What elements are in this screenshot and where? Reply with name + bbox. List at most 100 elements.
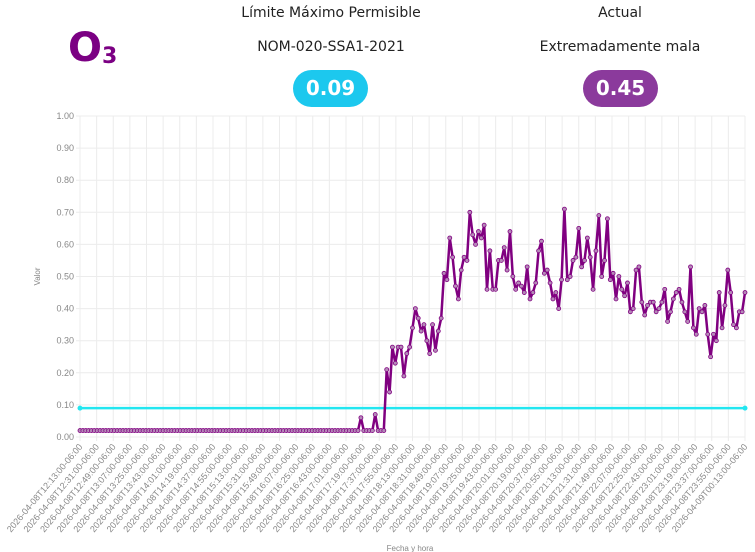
o3-data-point	[670, 296, 676, 302]
o3-data-point	[358, 415, 364, 421]
o3-data-point	[447, 235, 453, 241]
o3-data-point	[605, 216, 610, 222]
pollutant-subscript: 3	[102, 44, 118, 69]
o3-data-point	[602, 258, 607, 263]
y-tick-label: 0.20	[56, 368, 74, 378]
o3-data-point	[412, 306, 418, 312]
pollutant-letter: O	[68, 25, 103, 71]
limit-point	[77, 405, 83, 411]
o3-data-point	[645, 302, 650, 308]
o3-data-point	[587, 254, 593, 260]
o3-data-point	[415, 315, 421, 321]
o3-data-point	[699, 309, 705, 315]
o3-data-point	[742, 290, 748, 295]
o3-data-point	[734, 325, 739, 331]
y-tick-label: 0.00	[56, 432, 74, 442]
y-tick-label: 0.40	[56, 304, 74, 314]
o3-data-point	[662, 286, 668, 292]
o3-data-point	[556, 306, 562, 312]
o3-data-point	[576, 225, 582, 231]
y-tick-label: 0.80	[56, 175, 74, 185]
o3-data-point	[507, 229, 513, 234]
o3-data-point	[725, 267, 731, 273]
y-tick-label: 0.30	[56, 336, 74, 346]
o3-data-point	[665, 319, 671, 324]
o3-data-point	[501, 245, 507, 251]
o3-data-point	[550, 296, 556, 302]
actual-status: Extremadamente mala	[539, 39, 701, 55]
o3-data-point	[559, 277, 564, 283]
o3-data-point	[504, 267, 510, 273]
o3-data-point	[547, 280, 553, 286]
o3-data-point	[493, 286, 499, 292]
o3-data-point	[441, 270, 447, 276]
o3-data-point	[642, 312, 648, 318]
o3-data-point	[731, 322, 736, 328]
o3-data-point	[398, 344, 404, 350]
limit-point	[742, 405, 748, 411]
o3-data-point	[722, 302, 728, 308]
o3-data-point	[487, 248, 493, 254]
limit-title: Límite Máximo Permisible	[241, 5, 421, 21]
o3-data-point	[653, 309, 659, 315]
o3-data-point	[430, 322, 435, 328]
o3-data-point	[564, 277, 570, 283]
o3-data-point	[369, 428, 375, 433]
o3-data-point	[685, 319, 691, 324]
o3-data-point	[650, 299, 656, 305]
limit-norm: NOM-020-SSA1-2021	[257, 39, 405, 55]
o3-data-point	[613, 296, 619, 302]
o3-data-point	[719, 325, 725, 331]
o3-data-point	[696, 306, 702, 312]
o3-data-point	[582, 258, 587, 263]
y-tick-label: 0.70	[56, 207, 74, 217]
y-tick-label: 0.90	[56, 143, 74, 153]
o3-data-point	[461, 254, 467, 260]
o3-data-point	[711, 331, 716, 337]
o3-data-point	[553, 290, 559, 295]
o3-data-point	[510, 274, 516, 279]
y-tick-label: 1.00	[56, 111, 74, 121]
y-axis-title: Valor	[33, 267, 42, 285]
o3-data-point	[639, 299, 645, 305]
o3-data-point	[387, 389, 392, 395]
o3-data-point	[527, 296, 533, 302]
o3-data-point	[536, 248, 542, 254]
o3-data-point	[708, 354, 714, 360]
o3-data-point	[610, 270, 616, 276]
o3-data-point	[570, 258, 576, 263]
o3-data-point	[599, 274, 605, 279]
o3-data-point	[464, 258, 470, 263]
o3-data-point	[739, 309, 745, 315]
o3-data-point	[728, 290, 734, 295]
o3-data-point	[539, 238, 544, 244]
o3-data-point	[691, 325, 696, 331]
o3-data-point	[410, 325, 415, 331]
o3-data-point	[444, 277, 450, 283]
o3-data-point	[407, 344, 413, 350]
o3-data-point	[633, 267, 639, 273]
o3-data-point	[713, 338, 719, 344]
o3-data-point	[372, 412, 378, 417]
o3-data-point	[593, 248, 599, 254]
o3-data-point	[636, 264, 642, 270]
x-axis-title: Fecha y hora	[387, 544, 434, 552]
o3-data-point	[476, 229, 481, 234]
o3-data-point	[467, 209, 473, 215]
o3-data-point	[484, 286, 490, 292]
o3-data-point	[478, 235, 484, 241]
o3-data-point	[590, 286, 596, 292]
o3-data-point	[433, 347, 438, 353]
o3-data-point	[567, 274, 573, 279]
o3-data-point	[473, 241, 478, 247]
o3-data-point	[455, 296, 461, 302]
o3-data-point	[481, 222, 487, 228]
o3-data-point	[458, 267, 464, 273]
o3-data-point	[607, 277, 613, 283]
o3-data-point	[668, 309, 673, 315]
o3-data-point	[659, 299, 665, 305]
o3-data-point	[544, 267, 550, 273]
o3-data-point	[470, 232, 476, 238]
o3-data-point	[524, 264, 530, 270]
